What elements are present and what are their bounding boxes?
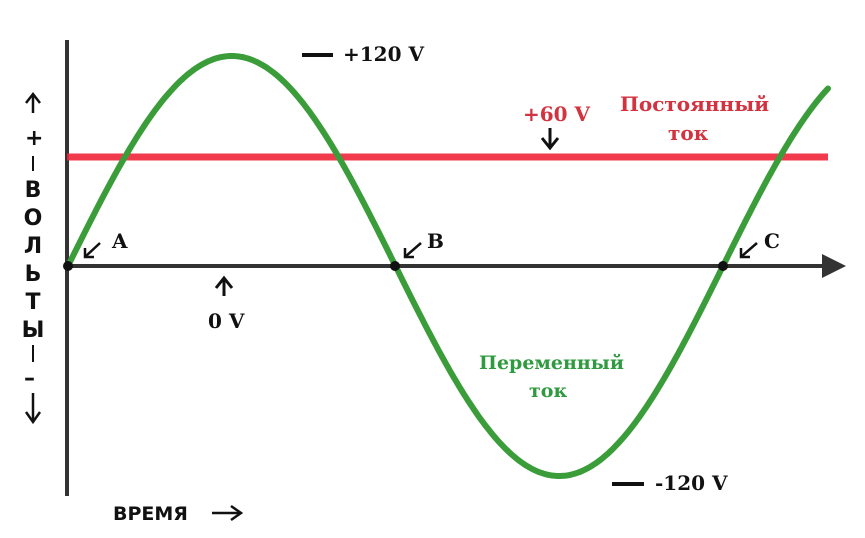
x-axis-label-arrow: [212, 504, 244, 522]
ac-label-line2: ток: [529, 380, 567, 402]
dc-voltage-down-arrow: [540, 128, 560, 151]
point-c-label: C: [764, 229, 780, 253]
point-c-dot: [718, 261, 728, 271]
y-axis-down-arrow: [24, 393, 42, 425]
x-axis-label: ВРЕМЯ: [113, 503, 188, 525]
zero-voltage-up-arrow: [214, 275, 234, 296]
point-a-dot: [63, 261, 73, 271]
dc-label-line2: ток: [668, 121, 709, 145]
zero-voltage-label: 0 V: [208, 309, 245, 333]
point-c-pointer: [739, 242, 758, 259]
point-b-dot: [390, 261, 400, 271]
dc-label-line1: Постоянный: [620, 92, 769, 116]
ac-label-line1: Переменный: [479, 352, 624, 374]
y-axis-plus-sign: +: [25, 126, 43, 151]
min-voltage-label: -120 V: [655, 471, 728, 495]
y-axis-label-letter: Ы: [22, 318, 45, 343]
point-a-label: A: [111, 229, 128, 253]
dc-voltage-label: +60 V: [523, 102, 591, 126]
point-a-pointer: [83, 242, 101, 259]
y-axis-minus-sign: –: [24, 366, 35, 391]
y-axis-label-letter: Ь: [25, 262, 42, 287]
max-voltage-label: +120 V: [343, 42, 424, 66]
y-axis-label-letter: О: [24, 206, 43, 231]
point-b-label: B: [427, 229, 444, 253]
y-axis-label-letter: Т: [25, 290, 40, 315]
point-b-pointer: [403, 242, 422, 259]
ac-sine-wave: [65, 53, 831, 479]
y-axis-label-letter: В: [25, 178, 42, 203]
y-axis-label-letter: Л: [24, 234, 42, 259]
y-axis-up-arrow: [25, 91, 41, 113]
x-axis-arrowhead: [822, 254, 846, 278]
